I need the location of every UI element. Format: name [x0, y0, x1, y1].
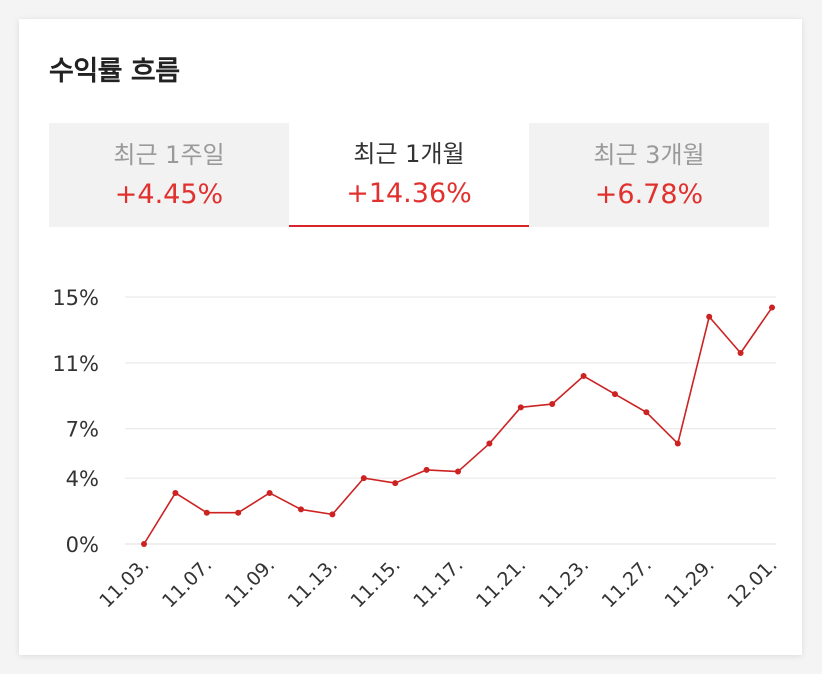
return-flow-card: 수익률 흐름 최근 1주일 +4.45% 최근 1개월 +14.36% 최근 3…: [19, 19, 802, 655]
tab-1-week[interactable]: 최근 1주일 +4.45%: [49, 123, 289, 227]
x-tick-label: 11.17.: [409, 554, 467, 612]
y-tick-label: 7%: [66, 418, 99, 442]
data-point: [329, 511, 336, 518]
data-point: [769, 304, 775, 311]
data-point: [612, 391, 618, 398]
x-tick-label: 11.15.: [346, 554, 404, 612]
data-point: [360, 475, 367, 482]
data-point: [580, 373, 587, 380]
y-tick-label: 11%: [52, 352, 99, 376]
x-tick-label: 11.09.: [221, 554, 279, 612]
tab-label: 최근 1주일: [113, 140, 225, 169]
data-point: [643, 409, 650, 416]
series-line: [143, 307, 773, 545]
data-point: [674, 440, 681, 447]
data-point: [549, 401, 556, 408]
data-point: [266, 489, 273, 496]
y-tick-label: 15%: [52, 286, 99, 310]
line-chart-svg: 0%4%7%11%15%11.03. 11.07. 11.09. 11.13. 11.1…: [52, 286, 781, 612]
x-tick-label: 11.13.: [284, 554, 342, 612]
tab-return-value: +14.36%: [346, 177, 472, 209]
data-point: [423, 466, 430, 473]
x-tick-label: 11.23.: [535, 554, 593, 612]
tab-3-months[interactable]: 최근 3개월 +6.78%: [529, 123, 769, 227]
tab-label: 최근 1개월: [353, 139, 465, 168]
tab-return-value: +6.78%: [594, 178, 704, 210]
data-point: [486, 440, 493, 447]
tab-return-value: +4.45%: [114, 178, 224, 210]
y-tick-label: 4%: [66, 467, 99, 491]
data-point: [203, 509, 210, 516]
data-point: [517, 404, 524, 411]
tab-1-month[interactable]: 최근 1개월 +14.36%: [289, 123, 529, 227]
x-tick-label: 12.01.: [723, 554, 781, 612]
data-point: [298, 506, 304, 513]
x-tick-label: 11.29.: [660, 554, 718, 612]
x-tick-label: 11.27.: [598, 554, 656, 612]
data-point: [455, 468, 461, 475]
y-tick-label: 0%: [66, 533, 99, 557]
data-point: [706, 313, 713, 320]
data-point: [141, 541, 147, 547]
x-tick-label: 11.07.: [158, 554, 216, 612]
return-line-chart: 0% 4% 7% 11% 15% 11.03. 11.07. 11.09. 11.13. 11.1…: [19, 259, 802, 655]
x-tick-label: 11.03.: [95, 554, 153, 612]
tab-label: 최근 3개월: [593, 140, 705, 169]
card-title: 수익률 흐름: [49, 56, 180, 87]
period-tabs: 최근 1주일 +4.45% 최근 1개월 +14.36% 최근 3개월 +6.7…: [49, 123, 769, 227]
data-point: [235, 509, 242, 516]
x-tick-label: 11.21.: [472, 554, 530, 612]
data-point: [172, 489, 179, 496]
data-point: [737, 349, 744, 356]
data-point: [392, 480, 399, 487]
